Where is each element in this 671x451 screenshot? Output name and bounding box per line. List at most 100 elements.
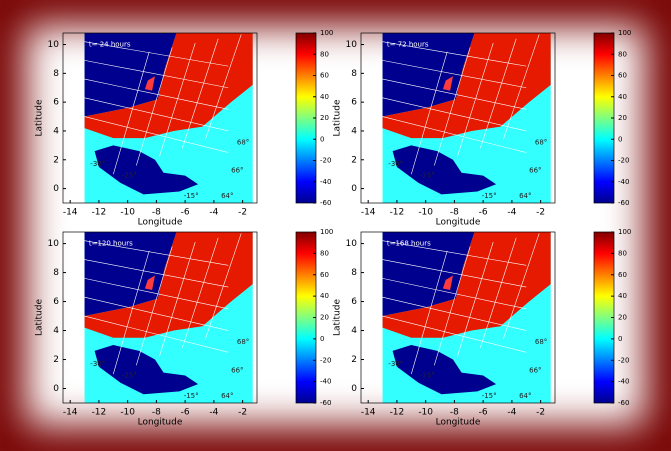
colorbar-tick-label: 0	[618, 335, 622, 343]
x-tick-label: -8	[152, 408, 161, 418]
map-grid	[84, 78, 229, 110]
map-grid	[181, 237, 219, 349]
map-panel: t=120 hours -30° -25° -15° 68° 66° 64° -14 -12 -1…	[35, 228, 334, 428]
colorbar-tick-label: 60	[618, 72, 627, 80]
map-grid	[479, 237, 517, 349]
map-annotation: 68°	[237, 138, 249, 146]
map-annotation: 68°	[535, 138, 547, 146]
map-grid	[84, 315, 229, 353]
panel-title: t= 72 hours	[387, 41, 429, 49]
colorbar-tick-label: -20	[320, 356, 331, 364]
y-tick-label: 10	[48, 40, 60, 50]
lake	[144, 76, 155, 91]
colorbar-tick-label: -20	[618, 356, 629, 364]
x-tick-label: -12	[92, 408, 107, 418]
x-tick-label: -2	[238, 408, 247, 418]
colorbar-tick-label: 20	[320, 114, 329, 122]
colorbar-tick-label: -40	[618, 178, 629, 186]
colorbar-tick-label: 80	[320, 249, 329, 257]
x-tick-label: -14	[63, 408, 78, 418]
x-tick-label: -14	[361, 208, 376, 218]
x-tick-label: -8	[450, 408, 459, 418]
colorbar-tick-label: 100	[320, 29, 333, 37]
axes-box	[360, 32, 556, 204]
y-axis-label: Latitude	[35, 299, 45, 337]
y-tick-label: 4	[53, 326, 59, 336]
iceland	[94, 145, 199, 195]
x-tick-label: -6	[479, 208, 488, 218]
map-annotation: -15°	[184, 192, 199, 200]
map-grid	[382, 296, 527, 331]
colorbar-tick-label: -60	[618, 399, 629, 407]
map-annotation: -25°	[122, 371, 137, 379]
map-grid	[382, 78, 527, 110]
map-grid	[382, 97, 527, 132]
y-tick-label: 0	[351, 384, 357, 394]
x-tick-label: -4	[507, 408, 516, 418]
map-annotation: 64°	[519, 192, 531, 200]
deep-water-region	[382, 232, 475, 317]
colorbar-tick-label: 60	[320, 271, 329, 279]
map-annotation: -15°	[482, 392, 497, 400]
high-value-region	[382, 232, 551, 338]
colorbar-tick-label: 80	[320, 50, 329, 58]
x-axis-label: Longitude	[138, 418, 183, 428]
map-panel: t= 24 hours -30° -25° -15° 68° 66° 64° -14 -12 -1…	[35, 29, 334, 228]
map-grid	[502, 34, 540, 140]
y-tick-label: 4	[53, 126, 59, 136]
y-tick-label: 6	[351, 297, 357, 307]
map-grid	[84, 259, 229, 288]
lake	[442, 76, 453, 91]
map-annotation: 66°	[529, 366, 541, 374]
x-tick-label: -10	[418, 208, 433, 218]
map-grid	[84, 296, 229, 331]
map-grid	[113, 51, 150, 175]
y-tick-label: 2	[53, 155, 59, 165]
map-grid	[382, 315, 527, 353]
high-value-region	[84, 232, 253, 338]
y-tick-label: 6	[53, 98, 59, 108]
map-annotation: -15°	[184, 392, 199, 400]
iceland	[392, 345, 497, 395]
colorbar-tick-label: 0	[618, 135, 622, 143]
y-tick-label: 6	[351, 98, 357, 108]
colorbar-tick-label: 20	[618, 314, 627, 322]
colorbar-tick-label: 0	[320, 135, 324, 143]
colorbar-tick-label: -60	[320, 199, 331, 207]
map-annotation: 68°	[237, 338, 249, 346]
y-tick-label: 4	[351, 326, 357, 336]
map-grid	[382, 278, 527, 310]
panel-title: t=120 hours	[89, 240, 133, 248]
map-grid	[158, 242, 196, 357]
map-grid	[479, 38, 517, 149]
map-annotation: -30°	[388, 160, 403, 168]
colorbar-tick-label: -40	[320, 178, 331, 186]
x-tick-label: -2	[536, 208, 545, 218]
colorbar-tick-label: -40	[618, 378, 629, 386]
x-axis-label: Longitude	[436, 218, 481, 228]
panel-title: t= 24 hours	[89, 41, 131, 49]
iceland	[94, 345, 199, 395]
x-tick-label: -4	[507, 208, 516, 218]
map-grid	[136, 47, 173, 166]
colorbar-tick-label: -20	[618, 157, 629, 165]
panel-title: t=168 hours	[387, 240, 431, 248]
y-axis-label: Latitude	[35, 99, 45, 137]
x-tick-label: -6	[181, 408, 190, 418]
map-panel: t=168 hours -30° -25° -15° 68° 66° 64° -14 -12 -1…	[333, 228, 632, 428]
map-annotation: -30°	[90, 360, 105, 368]
map-grid	[181, 38, 219, 149]
map-grid	[411, 51, 448, 175]
map-annotation: -15°	[482, 192, 497, 200]
x-tick-label: -2	[536, 408, 545, 418]
colorbar-tick-label: 100	[618, 29, 631, 37]
y-tick-label: 8	[53, 69, 59, 79]
map-grid	[84, 41, 229, 67]
y-tick-label: 8	[351, 268, 357, 278]
map-grid	[136, 246, 173, 366]
x-tick-label: -10	[120, 408, 135, 418]
map-grid	[382, 259, 527, 288]
x-tick-label: -10	[120, 208, 135, 218]
y-tick-label: 2	[53, 355, 59, 365]
